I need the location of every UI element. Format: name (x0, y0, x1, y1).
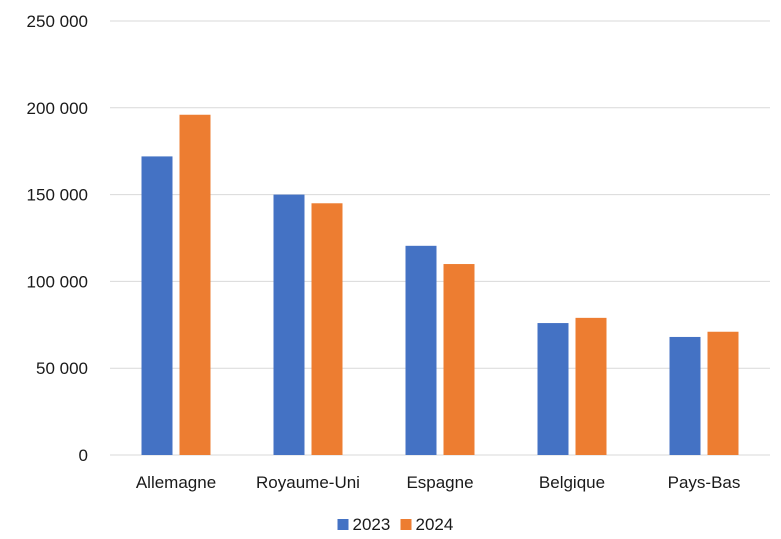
bar-2024-royaume-uni (311, 203, 343, 455)
bars (141, 114, 739, 455)
y-tick-label: 150 000 (27, 186, 88, 205)
bar-2024-pays-bas (707, 331, 739, 455)
bar-2023-belgique (537, 323, 569, 455)
bar-2023-pays-bas (669, 336, 701, 455)
y-tick-label: 200 000 (27, 99, 88, 118)
x-category-label: Espagne (406, 473, 473, 492)
legend-swatch-2024 (400, 519, 412, 530)
legend-label-2023: 2023 (353, 515, 391, 534)
x-category-label: Royaume-Uni (256, 473, 360, 492)
bar-2024-allemagne (179, 114, 211, 455)
y-tick-label: 50 000 (36, 359, 88, 378)
x-category-label: Pays-Bas (668, 473, 741, 492)
bar-2024-espagne (443, 264, 475, 455)
gridlines (110, 20, 770, 456)
y-tick-label: 250 000 (27, 12, 88, 31)
bar-2023-royaume-uni (273, 194, 305, 455)
x-category-label: Belgique (539, 473, 605, 492)
legend-swatch-2023 (337, 519, 349, 530)
legend: 2023 2024 (337, 515, 454, 534)
bar-2023-allemagne (141, 156, 173, 455)
y-axis-tick-labels: 0 50 000 100 000 150 000 200 000 250 000 (27, 12, 88, 465)
bar-2024-belgique (575, 317, 607, 455)
bar-2023-espagne (405, 245, 437, 455)
y-tick-label: 0 (79, 446, 88, 465)
x-category-label: Allemagne (136, 473, 216, 492)
x-axis-category-labels: Allemagne Royaume-Uni Espagne Belgique Pays-… (136, 473, 741, 492)
y-tick-label: 100 000 (27, 272, 88, 291)
legend-label-2024: 2024 (416, 515, 454, 534)
